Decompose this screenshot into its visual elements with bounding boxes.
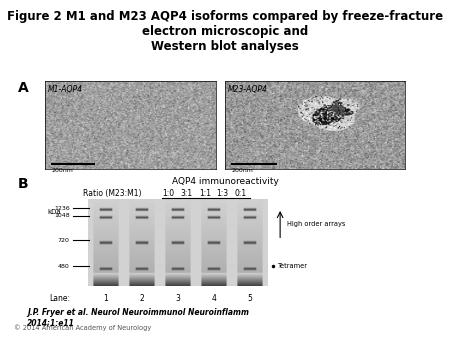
Text: Tetramer: Tetramer bbox=[278, 263, 308, 269]
Text: 3:1: 3:1 bbox=[181, 189, 193, 198]
Text: 1236: 1236 bbox=[54, 206, 70, 211]
Text: 200nm: 200nm bbox=[232, 168, 253, 173]
Text: 1048: 1048 bbox=[54, 213, 70, 218]
Text: B: B bbox=[18, 177, 29, 191]
Text: 1: 1 bbox=[104, 294, 108, 303]
Text: 0:1: 0:1 bbox=[235, 189, 247, 198]
Text: 1:1: 1:1 bbox=[199, 189, 211, 198]
Text: J.P. Fryer et al. Neurol Neuroimmunol Neuroinflamm
2014;1:e11: J.P. Fryer et al. Neurol Neuroimmunol Ne… bbox=[27, 308, 249, 327]
Text: A: A bbox=[18, 81, 29, 95]
Text: Lane:: Lane: bbox=[49, 294, 70, 303]
Text: 1:0: 1:0 bbox=[163, 189, 175, 198]
Text: 2: 2 bbox=[140, 294, 144, 303]
Text: kDa: kDa bbox=[47, 209, 61, 215]
Text: 3: 3 bbox=[176, 294, 180, 303]
Text: Figure 2 M1 and M23 AQP4 isoforms compared by freeze-fracture electron microscop: Figure 2 M1 and M23 AQP4 isoforms compar… bbox=[7, 10, 443, 53]
Text: AQP4 immunoreactivity: AQP4 immunoreactivity bbox=[171, 177, 279, 187]
Text: Ratio (M23:M1): Ratio (M23:M1) bbox=[83, 189, 142, 198]
Text: 1:3: 1:3 bbox=[217, 189, 229, 198]
Text: 200nm: 200nm bbox=[52, 168, 74, 173]
Text: 720: 720 bbox=[58, 238, 70, 243]
Text: M1-AQP4: M1-AQP4 bbox=[48, 85, 83, 94]
Text: M23-AQP4: M23-AQP4 bbox=[228, 85, 268, 94]
Text: 480: 480 bbox=[58, 264, 70, 269]
Text: 5: 5 bbox=[248, 294, 252, 303]
Text: High order arrays: High order arrays bbox=[287, 221, 345, 227]
Text: © 2014 American Academy of Neurology: © 2014 American Academy of Neurology bbox=[14, 324, 151, 331]
Text: 4: 4 bbox=[212, 294, 216, 303]
